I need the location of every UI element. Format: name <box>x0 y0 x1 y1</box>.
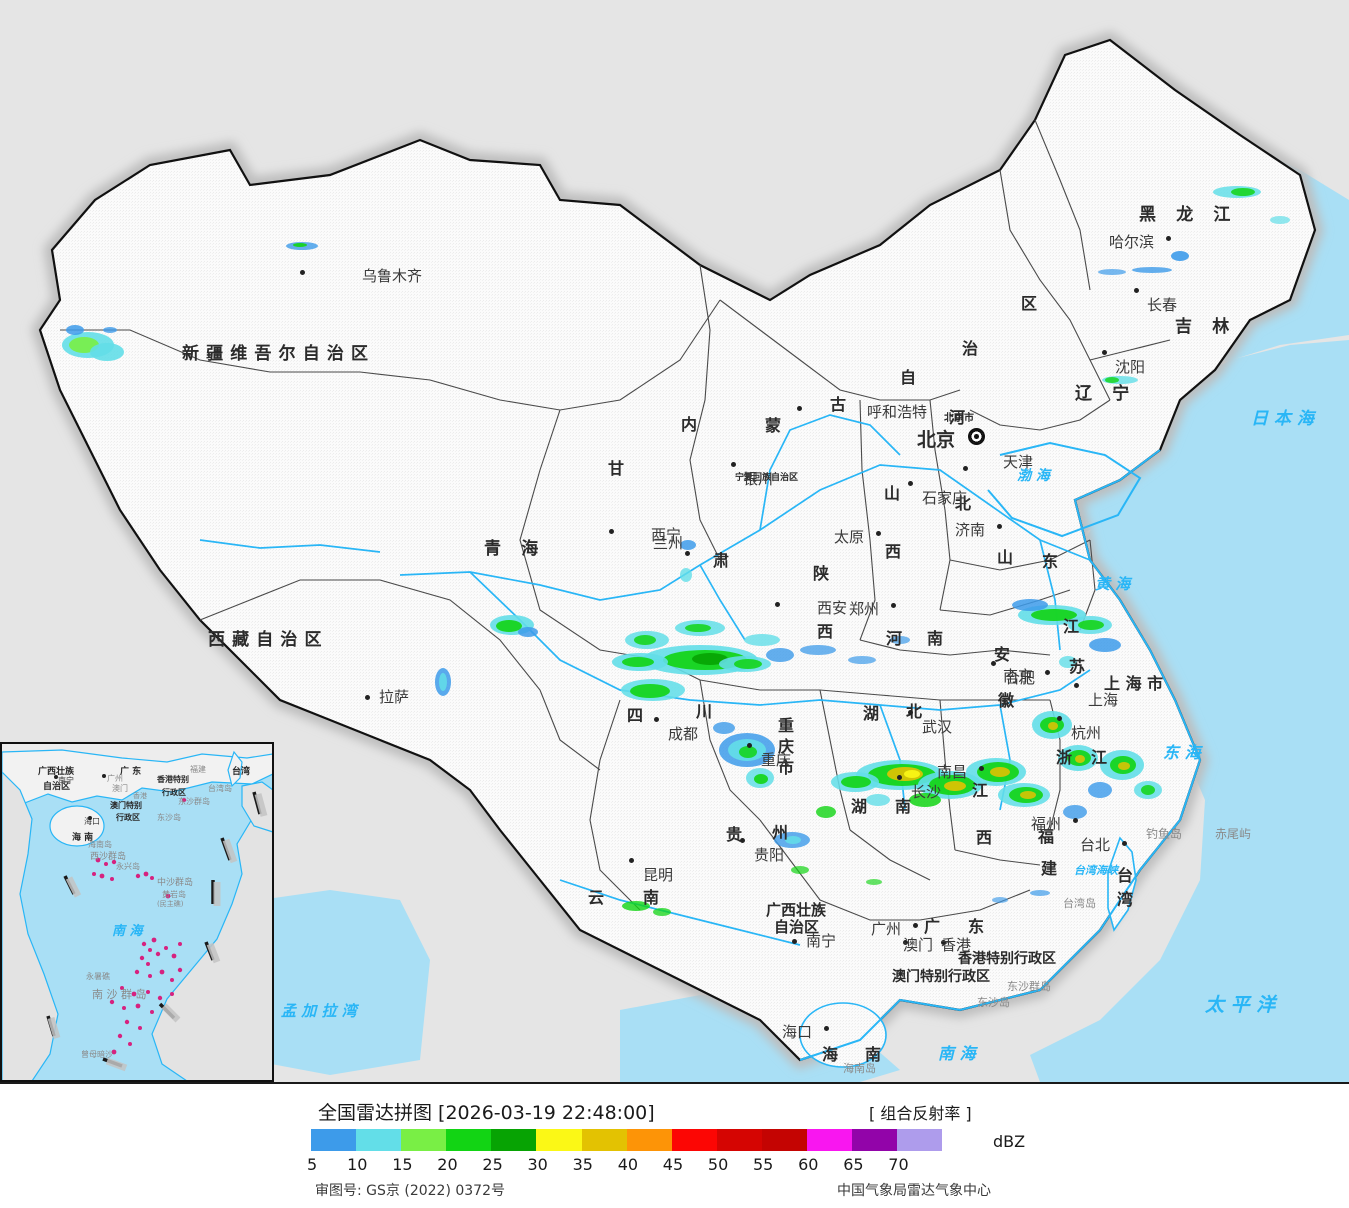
city-dot-13 <box>891 603 896 608</box>
city-dot-14 <box>991 661 996 666</box>
colorbar-swatch-10 <box>356 1129 402 1151</box>
colorbar-tick-35: 35 <box>572 1155 593 1174</box>
colorbar-tick-labels: 5 10 15 20 25 30 35 40 45 50 55 60 65 70 <box>0 1155 1349 1175</box>
city-dot-15 <box>1045 670 1050 675</box>
colorbar-swatch-20 <box>446 1129 492 1151</box>
colorbar-tick-5: 5 <box>307 1155 318 1174</box>
colorbar-tick-50: 50 <box>707 1155 729 1174</box>
city-dot-3 <box>1102 350 1107 355</box>
colorbar-swatch-5 <box>311 1129 357 1151</box>
city-dot-30 <box>903 940 908 945</box>
city-dot-16 <box>1074 683 1079 688</box>
coastline <box>799 441 1202 1061</box>
city-dot-32 <box>1122 841 1127 846</box>
city-dot-27 <box>792 939 797 944</box>
city-dot-25 <box>629 858 634 863</box>
colorbar-swatch-30 <box>536 1129 582 1151</box>
city-dot-18 <box>908 710 913 715</box>
reef-markers <box>92 797 187 1055</box>
inset-graphics <box>2 744 272 1080</box>
city-dot-29 <box>941 940 946 945</box>
colorbar-tick-20: 20 <box>437 1155 458 1174</box>
legend-product-type: [ 组合反射率 ] <box>869 1104 972 1123</box>
colorbar-tick-55: 55 <box>753 1155 774 1174</box>
city-dot-1 <box>1166 236 1171 241</box>
colorbar-tick-45: 45 <box>662 1155 684 1174</box>
map-graphics <box>31 31 1349 1082</box>
city-dot-6 <box>908 481 913 486</box>
city-dot-2 <box>1134 288 1139 293</box>
south-china-sea-inset[interactable]: 广西壮族 自治区广 东福建 台湾 台湾岛 南宁 广州 澳门 香港 香港特别 行政区 澳门特别 行政区东… <box>0 742 274 1082</box>
city-dot-28 <box>913 923 918 928</box>
colorbar-swatch-35 <box>581 1129 627 1151</box>
colorbar-swatch-55 <box>761 1129 808 1151</box>
colorbar-swatch-60 <box>807 1129 853 1151</box>
colorbar-tick-40: 40 <box>617 1155 639 1174</box>
colorbar-unit-label: dBZ <box>993 1132 1026 1151</box>
map-approval-number: 审图号: GS京 (2022) 0372号 <box>315 1183 505 1199</box>
colorbar-tick-15: 15 <box>392 1155 413 1174</box>
hainan-island <box>799 1002 887 1068</box>
colorbar-tick-65: 65 <box>843 1155 864 1174</box>
city-dot-7 <box>876 531 881 536</box>
city-dot-10 <box>609 529 614 534</box>
issuing-agency: 中国气象局雷达气象中心 <box>837 1183 991 1199</box>
capital-marker-beijing <box>968 428 985 445</box>
city-dot-24 <box>740 838 745 843</box>
city-dot-0 <box>300 270 305 275</box>
city-dot-17 <box>1057 716 1062 721</box>
rivers <box>199 414 1091 946</box>
city-dot-9 <box>997 524 1002 529</box>
city-dot-20 <box>897 775 902 780</box>
colorbar-tick-30: 30 <box>527 1155 548 1174</box>
city-dot-4 <box>797 406 802 411</box>
city-dot-5 <box>731 462 736 467</box>
colorbar-swatch-15 <box>401 1129 447 1151</box>
city-dot-23 <box>747 743 752 748</box>
colorbar-swatch-50 <box>716 1129 762 1151</box>
inset-city-dot-0 <box>54 775 58 779</box>
colorbar-tick-25: 25 <box>482 1155 503 1174</box>
city-dot-26 <box>365 695 370 700</box>
colorbar-swatch-40 <box>626 1129 672 1151</box>
provincial-boundaries <box>60 119 1171 921</box>
colorbar-tick-60: 60 <box>798 1155 819 1174</box>
legend-header: 全国雷达拼图 [2026-03-19 22:48:00] [ 组合反射率 ] <box>0 1098 1349 1124</box>
city-dot-12 <box>775 602 780 607</box>
inset-city-dot-2 <box>88 816 92 820</box>
colorbar-swatch-25 <box>491 1129 537 1151</box>
city-dot-8 <box>963 466 968 471</box>
inset-city-dot-1 <box>102 774 106 778</box>
colorbar-swatch-65 <box>852 1129 898 1151</box>
city-dot-11 <box>685 551 690 556</box>
city-dot-22 <box>654 717 659 722</box>
radar-echoes <box>62 186 1290 916</box>
colorbar-tick-70: 70 <box>888 1155 909 1174</box>
legend-title: 全国雷达拼图 [2026-03-19 22:48:00] <box>318 1102 655 1124</box>
colorbar-tick-10: 10 <box>347 1155 368 1174</box>
colorbar-swatch-70 <box>897 1129 943 1151</box>
china-radar-map[interactable]: 新疆维吾尔自治区 西藏自治区青 海甘肃内蒙古自治区宁夏回族自治区黑 龙 江吉 林辽… <box>0 0 1349 1082</box>
colorbar-swatch-45 <box>671 1129 717 1151</box>
city-dot-19 <box>979 766 984 771</box>
city-dot-31 <box>824 1026 829 1031</box>
city-dot-21 <box>1073 818 1078 823</box>
reflectivity-colorbar[interactable] <box>311 1129 943 1151</box>
